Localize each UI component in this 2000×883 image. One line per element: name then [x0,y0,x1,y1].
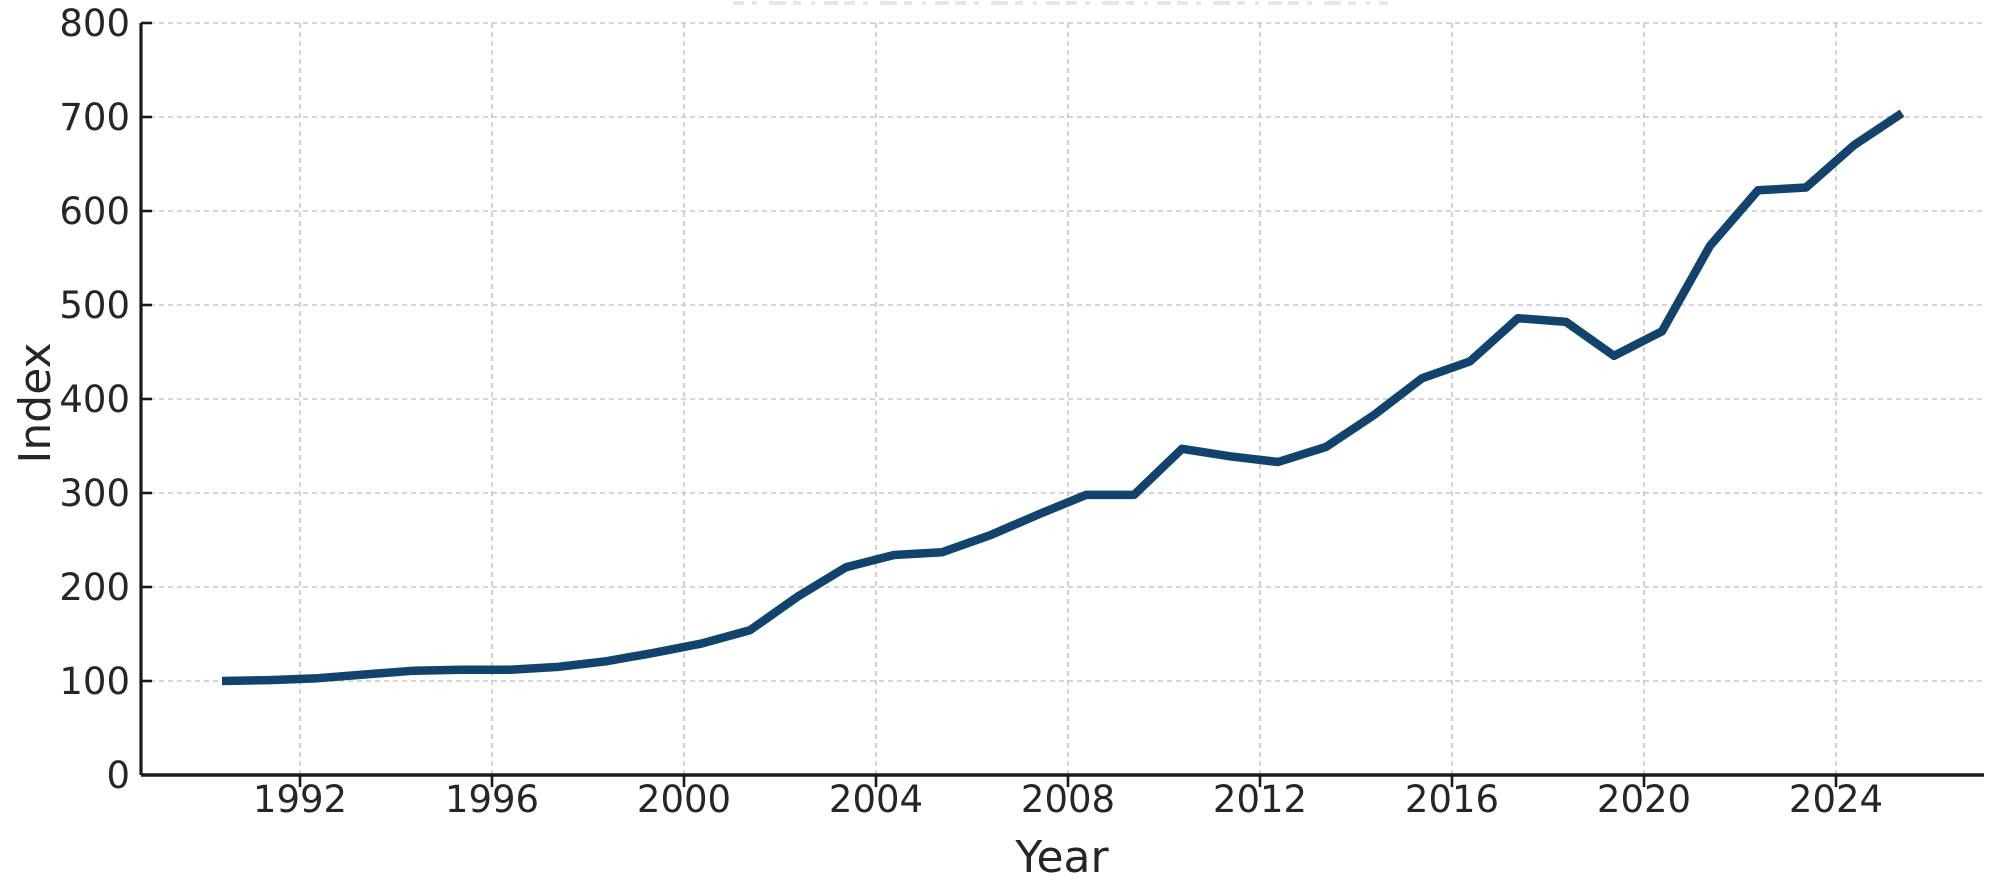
y-tick-label: 400 [59,378,130,421]
y-tick-label: 0 [106,754,130,797]
y-tick-label: 500 [59,284,130,327]
x-tick-label: 2024 [1789,778,1883,821]
x-tick-label: 2012 [1213,778,1307,821]
y-tick-label: 700 [59,96,130,139]
index-series-line [221,109,1905,686]
gridlines [141,22,1984,775]
y-tick-label: 300 [59,472,130,515]
x-tick-label: 1992 [253,778,347,821]
y-tick-label: 800 [59,2,130,45]
y-tick-label: 200 [59,566,130,609]
x-tick-label: 2020 [1597,778,1691,821]
x-tick-label: 2000 [637,778,731,821]
y-tick-labels: 0 100 200 300 400 500 600 700 800 [59,2,130,797]
y-tick-label: 600 [59,190,130,233]
x-tick-labels: 1992 1996 2000 2004 2008 2012 2016 2020 2024 [253,778,1883,821]
x-axis-label: Year [1014,832,1109,883]
x-tick-label: 2008 [1021,778,1115,821]
y-axis-label: Index [10,342,61,463]
axis-tick-marks [141,21,1838,787]
x-tick-label: 1996 [445,778,539,821]
y-tick-label: 100 [59,660,130,703]
x-tick-label: 2016 [1405,778,1499,821]
x-tick-label: 2004 [829,778,923,821]
